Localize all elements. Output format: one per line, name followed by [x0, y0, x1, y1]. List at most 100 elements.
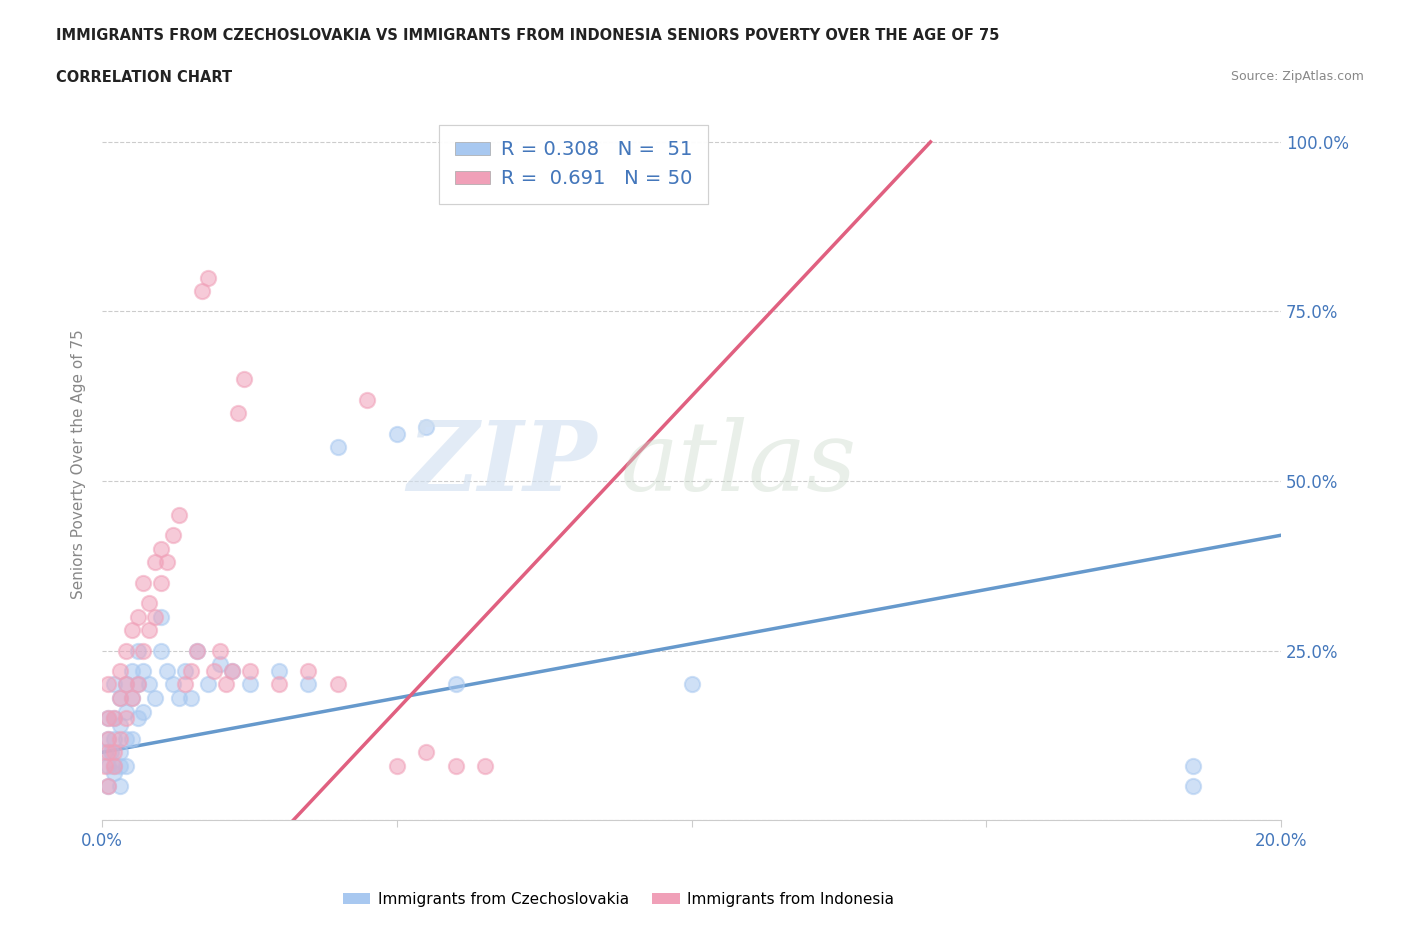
Point	[150, 541, 173, 556]
Point	[100, 745, 122, 760]
Point	[444, 677, 467, 692]
Point	[127, 711, 149, 725]
Point	[356, 392, 378, 407]
Point	[121, 731, 143, 746]
Legend: Immigrants from Czechoslovakia, Immigrants from Indonesia: Immigrants from Czechoslovakia, Immigran…	[337, 886, 900, 913]
Point	[415, 745, 437, 760]
Point	[681, 677, 703, 692]
Point	[186, 644, 208, 658]
Point	[103, 765, 125, 780]
Point	[97, 778, 120, 793]
Point	[156, 555, 179, 570]
Point	[474, 758, 496, 773]
Point	[97, 778, 120, 793]
Point	[121, 663, 143, 678]
Point	[197, 270, 219, 285]
Point	[103, 711, 125, 725]
Point	[186, 644, 208, 658]
Point	[143, 609, 166, 624]
Point	[108, 691, 131, 706]
Text: atlas: atlas	[621, 417, 858, 512]
Point	[197, 677, 219, 692]
Point	[191, 284, 214, 299]
Point	[108, 745, 131, 760]
Point	[232, 372, 254, 387]
Point	[221, 663, 243, 678]
Point	[180, 691, 202, 706]
Point	[267, 663, 290, 678]
Point	[173, 663, 195, 678]
Point	[180, 663, 202, 678]
Point	[108, 758, 131, 773]
Point	[267, 677, 290, 692]
Point	[108, 663, 131, 678]
Text: CORRELATION CHART: CORRELATION CHART	[56, 70, 232, 85]
Point	[138, 595, 160, 610]
Point	[103, 677, 125, 692]
Point	[97, 758, 120, 773]
Point	[1181, 758, 1204, 773]
Point	[221, 663, 243, 678]
Point	[121, 691, 143, 706]
Point	[238, 677, 260, 692]
Point	[97, 711, 120, 725]
Point	[326, 440, 349, 455]
Point	[326, 677, 349, 692]
Point	[114, 677, 136, 692]
Point	[150, 609, 173, 624]
Point	[238, 663, 260, 678]
Point	[132, 663, 155, 678]
Point	[215, 677, 238, 692]
Point	[108, 778, 131, 793]
Point	[97, 711, 120, 725]
Point	[138, 623, 160, 638]
Point	[103, 758, 125, 773]
Point	[97, 677, 120, 692]
Text: ZIP: ZIP	[408, 417, 598, 512]
Point	[167, 691, 190, 706]
Point	[1181, 778, 1204, 793]
Point	[444, 758, 467, 773]
Point	[173, 677, 195, 692]
Point	[127, 677, 149, 692]
Point	[108, 691, 131, 706]
Point	[97, 745, 120, 760]
Point	[202, 663, 225, 678]
Point	[167, 508, 190, 523]
Point	[94, 758, 117, 773]
Point	[209, 644, 232, 658]
Point	[297, 663, 319, 678]
Point	[156, 663, 179, 678]
Point	[143, 555, 166, 570]
Point	[297, 677, 319, 692]
Point	[127, 644, 149, 658]
Point	[162, 528, 184, 543]
Point	[143, 691, 166, 706]
Point	[127, 677, 149, 692]
Point	[97, 731, 120, 746]
Point	[150, 576, 173, 591]
Point	[103, 731, 125, 746]
Point	[138, 677, 160, 692]
Text: Source: ZipAtlas.com: Source: ZipAtlas.com	[1230, 70, 1364, 83]
Point	[97, 731, 120, 746]
Point	[114, 711, 136, 725]
Point	[103, 758, 125, 773]
Point	[132, 704, 155, 719]
Point	[385, 758, 408, 773]
Point	[121, 691, 143, 706]
Point	[114, 677, 136, 692]
Point	[132, 576, 155, 591]
Point	[114, 704, 136, 719]
Point	[150, 644, 173, 658]
Point	[415, 419, 437, 434]
Point	[162, 677, 184, 692]
Point	[114, 758, 136, 773]
Point	[209, 657, 232, 671]
Legend: R = 0.308   N =  51, R =  0.691   N = 50: R = 0.308 N = 51, R = 0.691 N = 50	[439, 125, 709, 204]
Point	[114, 644, 136, 658]
Y-axis label: Seniors Poverty Over the Age of 75: Seniors Poverty Over the Age of 75	[72, 329, 86, 599]
Point	[108, 718, 131, 733]
Point	[103, 711, 125, 725]
Point	[103, 745, 125, 760]
